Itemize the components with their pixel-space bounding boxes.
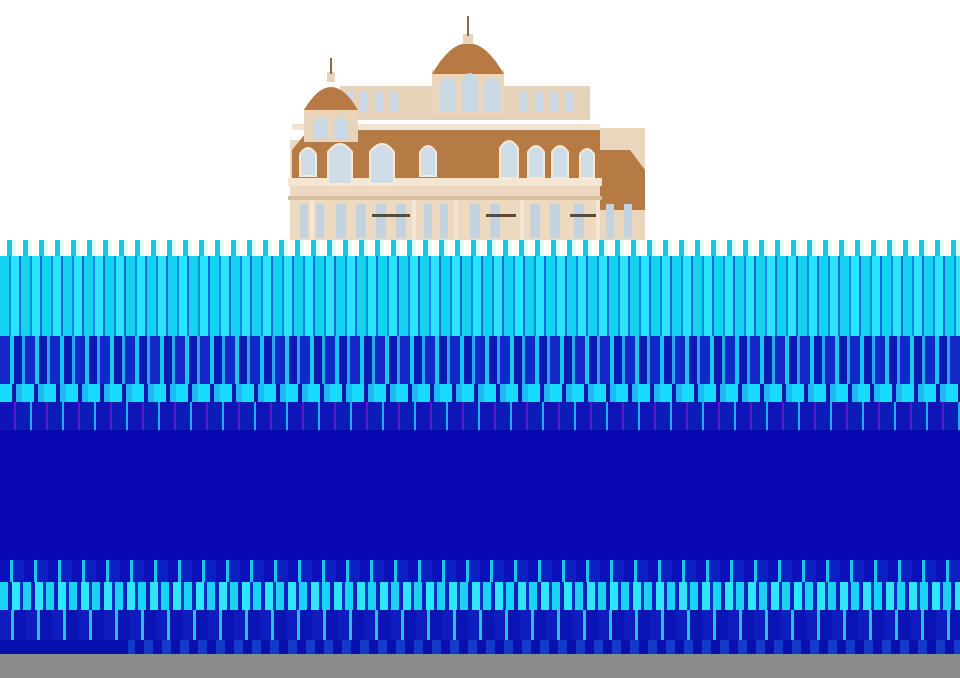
glitch-band [0, 256, 960, 336]
glitch-band [0, 336, 960, 384]
building-render [288, 16, 645, 250]
glitch-band [0, 402, 960, 430]
glitch-band [0, 240, 960, 256]
glitch-band [0, 640, 960, 654]
glitch-band [0, 610, 960, 640]
glitch-band [0, 582, 960, 610]
gray-bottom-strip [0, 654, 960, 678]
left-dome [304, 58, 358, 142]
glitch-band [0, 384, 960, 402]
glitch-solid-block [0, 430, 960, 560]
glitch-band [0, 560, 960, 582]
center-dome [432, 16, 504, 114]
glitch-block-left [0, 640, 128, 656]
